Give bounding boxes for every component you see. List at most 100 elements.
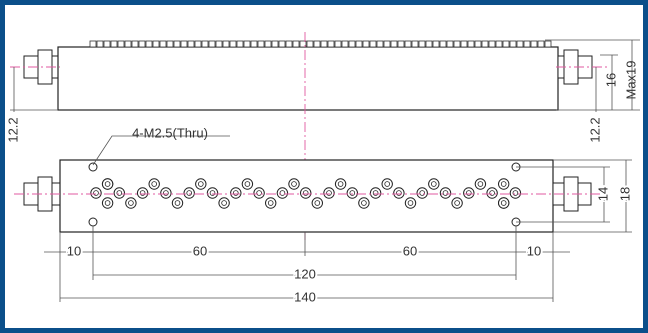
- screw: [236, 40, 244, 48]
- screw: [173, 40, 181, 48]
- screw: [376, 40, 384, 48]
- dim-label: 60: [403, 243, 417, 258]
- screw: [537, 40, 545, 48]
- note: 4-M2.5(Thru): [132, 125, 208, 140]
- dim-label: Max19: [623, 60, 638, 99]
- screw: [397, 40, 405, 48]
- screw: [89, 40, 97, 48]
- dim-label: 120: [294, 266, 316, 281]
- nut-core: [442, 190, 449, 196]
- screw: [138, 40, 146, 48]
- screw: [334, 40, 342, 48]
- nut-core: [221, 200, 227, 206]
- screw: [341, 40, 349, 48]
- nut-core: [186, 190, 193, 196]
- nut-core: [163, 190, 169, 196]
- leader: [92, 135, 230, 166]
- dim-label: 10: [67, 243, 81, 258]
- nut-core: [279, 190, 286, 196]
- screw: [222, 40, 230, 48]
- screw: [103, 40, 111, 48]
- nut-core: [314, 200, 321, 206]
- screw: [460, 40, 468, 48]
- screw: [390, 40, 398, 48]
- screw: [355, 40, 363, 48]
- nut-core: [500, 200, 507, 206]
- screw: [292, 40, 300, 48]
- nut-core: [419, 190, 426, 196]
- screw: [369, 40, 377, 48]
- screw: [117, 40, 125, 48]
- screw: [488, 40, 496, 48]
- screw: [516, 40, 524, 48]
- screw: [439, 40, 447, 48]
- nut-core: [396, 190, 402, 196]
- nut-core: [256, 190, 262, 196]
- nut-core: [267, 200, 274, 206]
- nut-core: [477, 181, 484, 187]
- tuning-screws: [89, 40, 552, 48]
- nut-core: [372, 190, 379, 196]
- nut-core: [302, 190, 309, 196]
- nut-core: [151, 181, 158, 187]
- screw: [166, 40, 174, 48]
- dim-label: 12.2: [5, 117, 20, 142]
- screw: [313, 40, 321, 48]
- dimension-lines: [44, 159, 632, 302]
- screw: [96, 40, 104, 48]
- screw: [495, 40, 503, 48]
- screw: [152, 40, 160, 48]
- screw: [383, 40, 391, 48]
- dim-label: 16: [603, 73, 618, 87]
- nut-core: [384, 181, 391, 187]
- screw: [509, 40, 517, 48]
- screw: [131, 40, 139, 48]
- screw: [110, 40, 118, 48]
- screw: [229, 40, 237, 48]
- screw: [299, 40, 307, 48]
- nut-core: [430, 181, 437, 187]
- screw: [243, 40, 251, 48]
- screw: [285, 40, 293, 48]
- dim-label: 12.2: [587, 117, 602, 142]
- nut-core: [93, 190, 99, 196]
- screw: [180, 40, 188, 48]
- nut-core: [198, 181, 204, 187]
- bottom-view: [23, 159, 592, 233]
- screw: [306, 40, 314, 48]
- tuning-nuts: [90, 178, 522, 209]
- screw: [481, 40, 489, 48]
- screw: [320, 40, 328, 48]
- screw: [523, 40, 531, 48]
- screw: [215, 40, 223, 48]
- dim-label: 10: [527, 243, 541, 258]
- screw: [474, 40, 482, 48]
- nut-core: [454, 200, 460, 206]
- nut-core: [104, 200, 111, 206]
- screw: [124, 40, 132, 48]
- nut-core: [512, 190, 519, 196]
- screw: [404, 40, 412, 48]
- nut-core: [139, 190, 146, 196]
- screw: [194, 40, 202, 48]
- top-view: [23, 40, 593, 111]
- screw: [159, 40, 167, 48]
- screw: [264, 40, 272, 48]
- screw: [208, 40, 216, 48]
- hole: [88, 217, 98, 227]
- dim-label: 140: [294, 289, 316, 304]
- nut-core: [174, 200, 181, 206]
- screw: [418, 40, 426, 48]
- dim-label: 18: [617, 187, 632, 201]
- screw: [432, 40, 440, 48]
- screw: [327, 40, 335, 48]
- screw: [544, 40, 552, 48]
- nut-core: [104, 181, 111, 187]
- housing: [57, 46, 559, 111]
- nut-core: [244, 181, 251, 187]
- nut-core: [337, 181, 344, 187]
- screw: [411, 40, 419, 48]
- screw: [467, 40, 475, 48]
- screw: [502, 40, 510, 48]
